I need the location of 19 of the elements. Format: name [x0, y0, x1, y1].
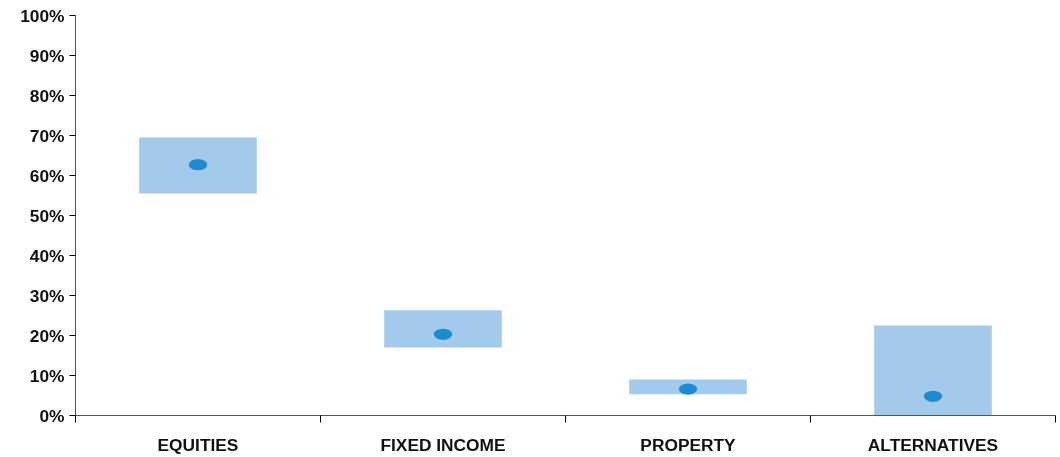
y-tick-label: 30%: [29, 285, 65, 306]
bar: [629, 379, 747, 395]
bar: [384, 310, 502, 348]
x-tick-label: FIXED INCOME: [380, 434, 506, 455]
y-tick-label: 70%: [29, 125, 65, 146]
y-tick-label: 20%: [29, 325, 65, 346]
y-tick-label: 10%: [29, 365, 65, 386]
y-tick-label: 60%: [29, 165, 65, 186]
y-tick-label: 90%: [29, 45, 65, 66]
y-tick-label: 80%: [29, 85, 65, 106]
y-tick-label: 40%: [29, 245, 65, 266]
x-tick-label: EQUITIES: [157, 434, 239, 455]
bar: [874, 325, 992, 416]
bar: [139, 137, 257, 194]
y-tick-label: 100%: [20, 5, 65, 26]
x-tick-label: ALTERNATIVES: [867, 434, 999, 455]
x-tick-label: PROPERTY: [640, 434, 737, 455]
y-tick-label: 0%: [39, 405, 65, 426]
y-tick-label: 50%: [29, 205, 65, 226]
